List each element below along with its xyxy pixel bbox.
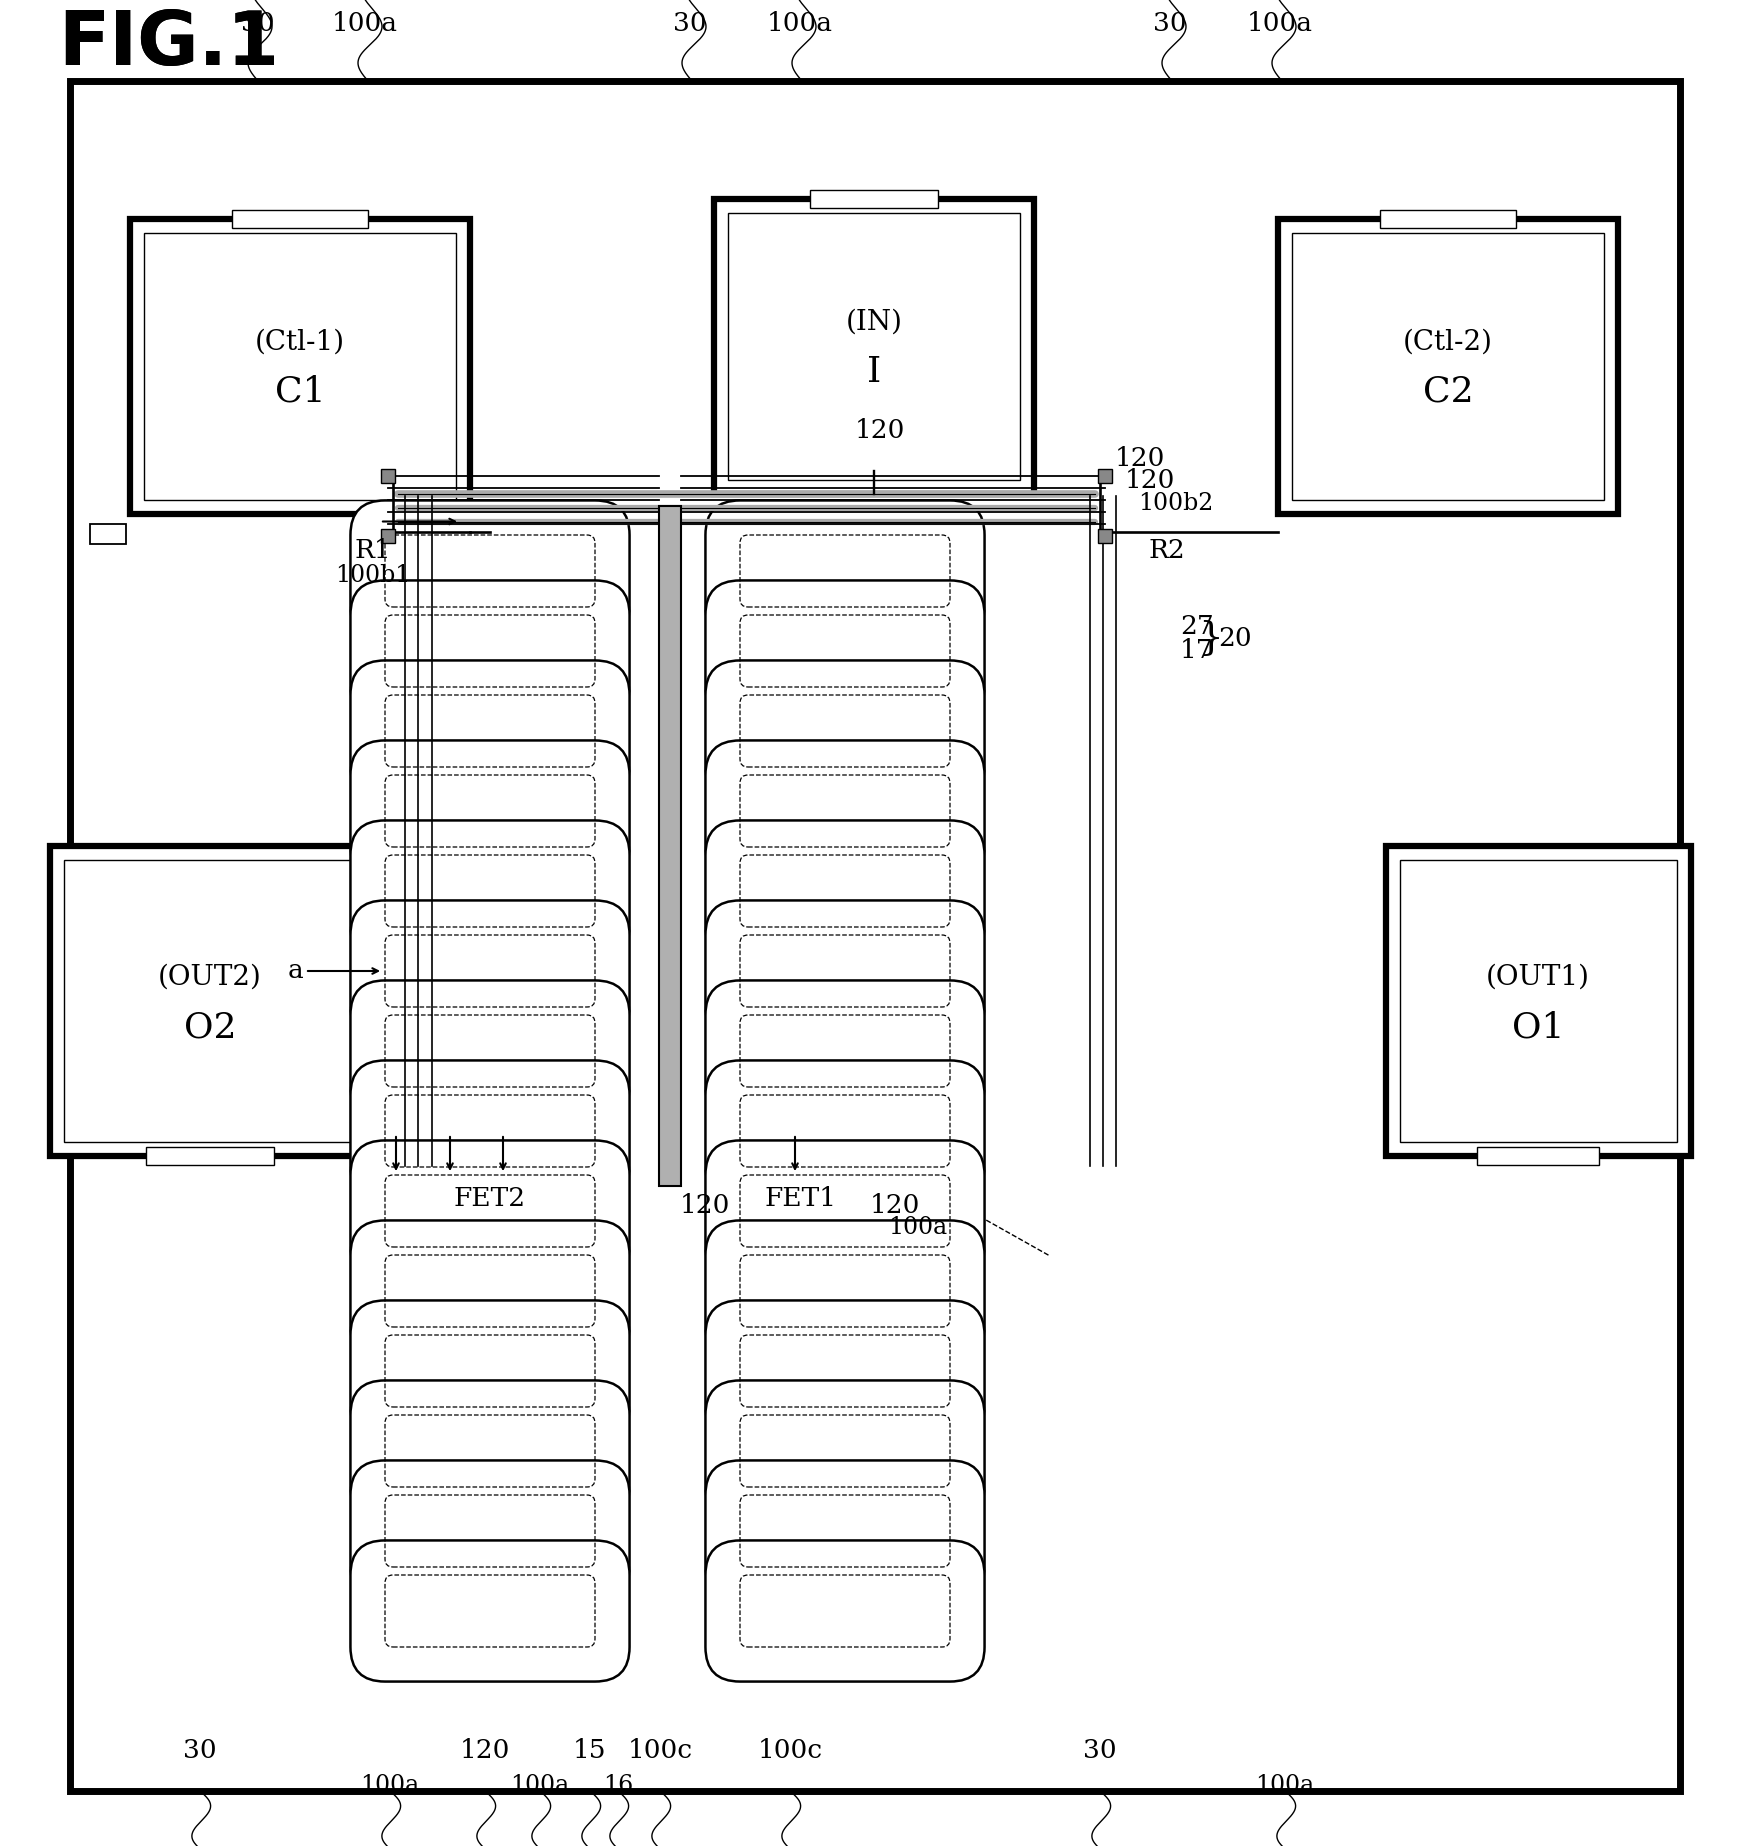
FancyBboxPatch shape xyxy=(350,1300,629,1442)
Text: 120: 120 xyxy=(855,419,905,443)
Text: 120: 120 xyxy=(1126,469,1175,493)
FancyBboxPatch shape xyxy=(350,1060,629,1202)
Text: 120: 120 xyxy=(680,1193,731,1218)
Bar xyxy=(1098,469,1112,484)
FancyBboxPatch shape xyxy=(350,661,629,801)
Text: 20: 20 xyxy=(1218,626,1252,650)
FancyBboxPatch shape xyxy=(350,1460,629,1602)
Text: 120: 120 xyxy=(871,1193,921,1218)
Text: 15: 15 xyxy=(573,1739,607,1763)
Text: a: a xyxy=(287,958,302,984)
Text: 16: 16 xyxy=(603,1774,633,1798)
Text: 30: 30 xyxy=(1084,1739,1117,1763)
Text: }: } xyxy=(1197,620,1224,657)
Bar xyxy=(1386,845,1690,1156)
Text: (Ctl-1): (Ctl-1) xyxy=(255,329,344,356)
Bar xyxy=(143,233,456,500)
FancyBboxPatch shape xyxy=(350,740,629,882)
FancyBboxPatch shape xyxy=(706,500,984,642)
Text: 100b1: 100b1 xyxy=(336,565,411,587)
Text: 100c: 100c xyxy=(628,1739,692,1763)
Bar xyxy=(659,506,682,1185)
FancyBboxPatch shape xyxy=(706,1460,984,1602)
Bar xyxy=(713,199,1035,493)
FancyBboxPatch shape xyxy=(350,580,629,722)
Bar xyxy=(1292,233,1605,500)
Bar xyxy=(727,212,1021,480)
FancyBboxPatch shape xyxy=(706,980,984,1122)
Text: 30: 30 xyxy=(673,11,706,37)
Bar xyxy=(381,469,395,484)
Text: (OUT1): (OUT1) xyxy=(1486,964,1591,991)
Text: 30: 30 xyxy=(184,1739,217,1763)
FancyBboxPatch shape xyxy=(706,661,984,801)
Text: 27: 27 xyxy=(1180,613,1213,639)
Text: c: c xyxy=(788,1106,802,1132)
FancyBboxPatch shape xyxy=(706,740,984,882)
FancyBboxPatch shape xyxy=(350,820,629,962)
Text: FET1: FET1 xyxy=(764,1185,836,1211)
Text: 30: 30 xyxy=(1154,11,1187,37)
FancyBboxPatch shape xyxy=(706,1220,984,1362)
FancyBboxPatch shape xyxy=(706,580,984,722)
FancyBboxPatch shape xyxy=(706,1381,984,1521)
FancyBboxPatch shape xyxy=(350,500,629,642)
Bar xyxy=(1098,530,1112,543)
FancyBboxPatch shape xyxy=(706,1300,984,1442)
Text: 100a: 100a xyxy=(360,1774,420,1798)
Text: I: I xyxy=(867,354,881,390)
Bar xyxy=(89,524,126,543)
Text: 120: 120 xyxy=(1115,445,1166,471)
FancyBboxPatch shape xyxy=(350,901,629,1041)
Bar xyxy=(147,1146,274,1165)
Text: 100c: 100c xyxy=(757,1739,823,1763)
Text: 17: 17 xyxy=(1180,637,1213,663)
Bar xyxy=(65,860,357,1143)
Text: 120: 120 xyxy=(460,1739,510,1763)
Text: R1: R1 xyxy=(355,539,392,563)
Text: 100a: 100a xyxy=(1246,11,1313,37)
FancyBboxPatch shape xyxy=(350,980,629,1122)
Text: FET2: FET2 xyxy=(454,1185,526,1211)
Text: O1: O1 xyxy=(1512,1010,1564,1045)
Bar xyxy=(129,218,470,513)
Text: 100a: 100a xyxy=(767,11,834,37)
Text: (IN): (IN) xyxy=(846,308,902,336)
Text: c: c xyxy=(496,1106,510,1132)
Bar xyxy=(51,845,371,1156)
Text: (Ctl-2): (Ctl-2) xyxy=(1404,329,1493,356)
Text: 30: 30 xyxy=(241,11,274,37)
FancyBboxPatch shape xyxy=(350,1540,629,1682)
FancyBboxPatch shape xyxy=(706,1141,984,1281)
Text: O2: O2 xyxy=(184,1010,236,1045)
Bar xyxy=(381,530,395,543)
FancyBboxPatch shape xyxy=(350,1141,629,1281)
FancyBboxPatch shape xyxy=(350,1220,629,1362)
Text: 100a: 100a xyxy=(888,1217,947,1239)
Text: b: b xyxy=(388,1106,404,1132)
Text: a: a xyxy=(362,509,378,533)
Bar xyxy=(232,209,369,227)
Text: R2: R2 xyxy=(1148,539,1185,563)
Text: b: b xyxy=(442,1106,458,1132)
Bar xyxy=(809,190,939,207)
Text: (OUT2): (OUT2) xyxy=(157,964,262,991)
Text: FIG.1: FIG.1 xyxy=(58,7,280,81)
FancyBboxPatch shape xyxy=(706,901,984,1041)
Text: 100a: 100a xyxy=(332,11,399,37)
FancyBboxPatch shape xyxy=(350,1381,629,1521)
FancyBboxPatch shape xyxy=(706,820,984,962)
Text: C2: C2 xyxy=(1423,375,1474,410)
Text: 100a: 100a xyxy=(510,1774,570,1798)
Bar xyxy=(1379,209,1516,227)
Bar xyxy=(1400,860,1676,1143)
Text: 100a: 100a xyxy=(1255,1774,1314,1798)
FancyBboxPatch shape xyxy=(706,1540,984,1682)
Bar xyxy=(1477,1146,1599,1165)
Text: C1: C1 xyxy=(274,375,325,410)
Text: 100b2: 100b2 xyxy=(1138,493,1213,515)
FancyBboxPatch shape xyxy=(706,1060,984,1202)
Text: FIG.1: FIG.1 xyxy=(58,7,280,81)
Bar xyxy=(1278,218,1619,513)
